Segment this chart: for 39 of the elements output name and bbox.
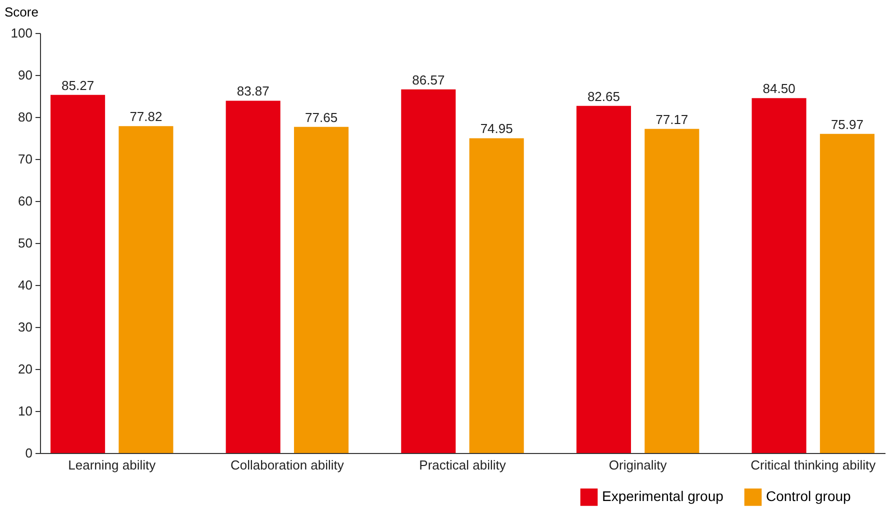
x-tick-label: Originality	[608, 458, 668, 472]
bar	[401, 89, 456, 453]
bar	[118, 126, 174, 453]
x-tick-label: Learning ability	[68, 458, 156, 472]
data-label: 74.95	[480, 121, 513, 136]
y-tick-label: 10	[18, 404, 32, 418]
data-label: 77.82	[130, 109, 162, 124]
y-tick-label: 20	[18, 362, 32, 376]
data-label: 77.65	[305, 110, 338, 125]
y-tick-label: 70	[18, 152, 32, 166]
y-tick-label: 50	[18, 236, 32, 250]
x-tick-label: Critical thinking ability	[750, 458, 876, 472]
data-label: 82.65	[587, 88, 620, 104]
y-tick-label: 40	[18, 278, 32, 292]
y-tick-label: 30	[18, 320, 32, 334]
bar	[752, 98, 806, 453]
y-axis-title: Score	[4, 4, 38, 20]
data-label: 77.17	[656, 112, 688, 127]
bar	[644, 128, 700, 453]
x-tick-label: Collaboration ability	[230, 458, 344, 472]
data-label: 83.87	[236, 84, 270, 99]
data-label: 86.57	[412, 72, 445, 88]
bar	[576, 106, 631, 453]
y-tick-label: 0	[25, 446, 32, 460]
bar	[226, 100, 280, 453]
bar	[294, 126, 349, 453]
bar	[50, 94, 106, 453]
data-label: 84.50	[762, 81, 796, 96]
bar	[820, 134, 874, 453]
data-label: 75.97	[830, 116, 864, 132]
bar	[469, 138, 524, 453]
y-tick-label: 60	[18, 194, 32, 208]
y-tick-label: 90	[18, 68, 32, 82]
data-label: 85.27	[62, 78, 94, 93]
y-tick-label: 100	[10, 26, 32, 40]
legend-label: Control group	[766, 488, 852, 504]
x-tick-label: Practical ability	[419, 458, 506, 472]
legend-label: Experimental group	[602, 488, 724, 504]
y-tick-label: 80	[18, 110, 32, 124]
